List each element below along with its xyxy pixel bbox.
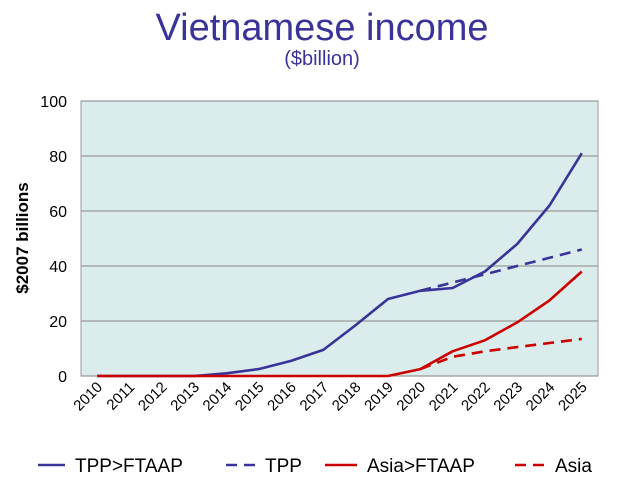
x-tick-label: 2023 [490, 379, 526, 415]
x-tick-label: 2016 [264, 379, 300, 415]
legend-label: TPP>FTAAP [75, 456, 183, 477]
legend-item: TPP [226, 456, 302, 477]
y-tick-label: 80 [49, 149, 67, 166]
x-tick-label: 2024 [523, 379, 559, 415]
y-tick-label: 0 [58, 369, 67, 386]
legend-label: Asia [555, 456, 592, 477]
x-tick-label: 2019 [361, 379, 397, 415]
x-tick-label: 2014 [200, 379, 236, 415]
x-tick-label: 2022 [458, 379, 494, 415]
chart-subtitle: ($billion) [284, 48, 360, 70]
legend-item: Asia>FTAAP [325, 456, 475, 477]
y-tick-label: 40 [49, 259, 67, 276]
chart-title: Vietnamese income [155, 7, 488, 49]
x-tick-label: 2013 [167, 379, 203, 415]
legend-item: Asia [515, 456, 592, 477]
legend-item: TPP>FTAAP [38, 456, 183, 477]
x-tick-label: 2012 [135, 379, 171, 415]
x-tick-label: 2011 [103, 379, 138, 414]
x-tick-label: 2025 [555, 379, 591, 415]
y-tick-label: 60 [49, 204, 67, 221]
legend-label: TPP [265, 456, 302, 477]
x-tick-label: 2020 [393, 379, 429, 415]
x-tick-label: 2021 [426, 379, 462, 415]
legend-label: Asia>FTAAP [367, 456, 475, 477]
y-axis-label: $2007 billions [13, 182, 32, 294]
x-tick-label: 2018 [329, 379, 365, 415]
y-tick-label: 100 [40, 94, 67, 111]
x-tick-label: 2017 [297, 379, 333, 415]
x-tick-label: 2015 [232, 379, 268, 415]
x-tick-label: 2010 [70, 379, 106, 415]
y-tick-label: 20 [49, 314, 67, 331]
